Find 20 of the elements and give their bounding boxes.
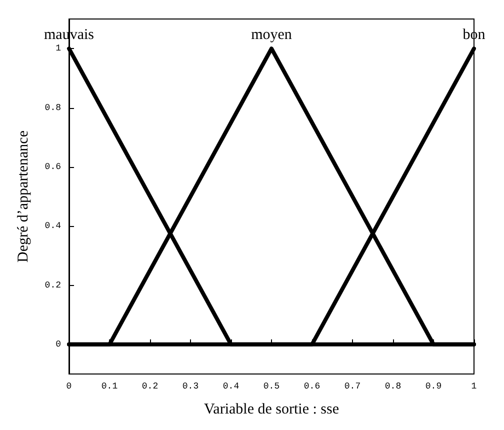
y-tick-label: 0	[56, 339, 61, 350]
x-axis-title: Variable de sortie : sse	[204, 402, 340, 418]
x-tick-label: 0.6	[304, 382, 320, 392]
y-axis-title: Degré d’appartenance	[16, 130, 32, 262]
y-tick-label: 0.8	[44, 102, 61, 113]
x-tick-label: 0.2	[142, 382, 158, 392]
x-tick-label: 0.5	[263, 382, 280, 392]
x-tick-label: 1	[471, 382, 477, 392]
x-tick-label: 0.9	[425, 382, 442, 392]
y-tick-label: 1	[56, 44, 61, 54]
x-tick-label: 0.1	[101, 382, 118, 392]
x-tick-label: 0.3	[182, 382, 199, 392]
x-tick-label: 0.4	[222, 382, 240, 392]
y-tick-label: 0.2	[44, 280, 61, 290]
x-tick-label: 0.8	[384, 382, 402, 392]
y-tick-label: 0.4	[44, 221, 61, 232]
x-tick-label: 0	[66, 382, 72, 392]
y-tick-label: 0.6	[44, 162, 61, 172]
x-tick-label: 0.7	[344, 382, 361, 392]
series-label: moyen	[251, 27, 292, 44]
